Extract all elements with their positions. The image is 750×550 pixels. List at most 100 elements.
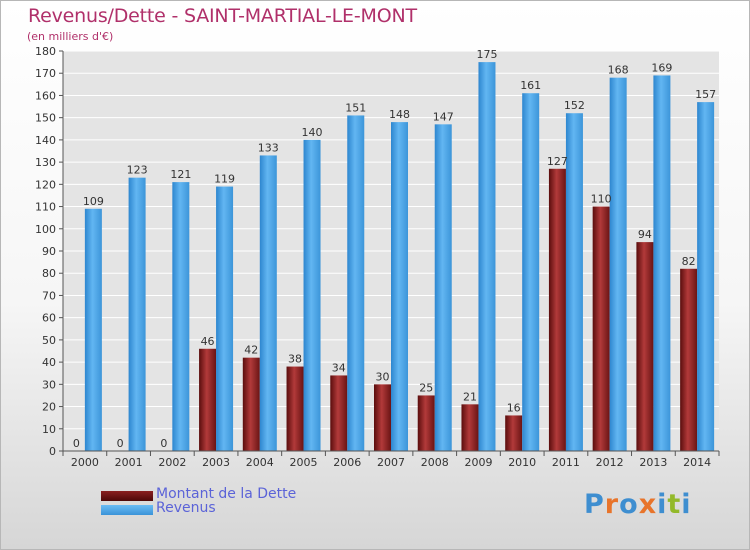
- y-tick-label: 110: [35, 201, 56, 214]
- y-axis: 0 10 20 30 40 50 60 70 80 90 100 110 120 130 140 150 160…: [35, 45, 64, 458]
- data-label-dette: 34: [332, 361, 346, 374]
- logo-letter: x: [638, 489, 658, 520]
- bar-revenus: [391, 122, 408, 451]
- bar-revenus: [653, 75, 671, 451]
- y-tick-label: 150: [35, 112, 56, 125]
- x-tick-label: 2014: [683, 456, 711, 469]
- data-label-dette: 38: [288, 353, 302, 366]
- data-label-dette: 0: [160, 437, 167, 450]
- bar-revenus: [609, 77, 627, 452]
- x-axis: 2000 2001 2002 2003 2004 2005 2006 2007 2008 2009…: [62, 450, 720, 469]
- data-label-dette: 82: [682, 255, 696, 268]
- legend-swatch-dette: [101, 491, 153, 501]
- x-tick-label: 2012: [596, 456, 624, 469]
- y-tick-label: 90: [42, 245, 56, 258]
- x-tick-label: 2011: [552, 456, 580, 469]
- y-tick-label: 30: [42, 378, 56, 391]
- bar-dette: [592, 206, 610, 451]
- x-tick-label: 2000: [71, 456, 99, 469]
- data-label-revenus: 157: [695, 88, 716, 101]
- y-tick-label: 60: [42, 312, 56, 325]
- bar-dette: [199, 348, 217, 451]
- data-label-dette: 16: [507, 401, 521, 414]
- bar-revenus: [128, 177, 146, 451]
- bar-revenus: [697, 102, 715, 451]
- bar-revenus: [259, 155, 277, 451]
- y-tick-label: 10: [42, 423, 56, 436]
- y-tick-label: 40: [42, 356, 56, 369]
- data-label-revenus: 151: [345, 101, 366, 114]
- x-tick-label: 2003: [202, 456, 230, 469]
- bar-dette: [680, 268, 698, 451]
- data-label-dette: 127: [547, 155, 568, 168]
- data-label-dette: 30: [376, 370, 390, 383]
- y-tick-label: 70: [42, 289, 56, 302]
- y-tick-label: 20: [42, 401, 56, 414]
- y-tick-label: 160: [35, 89, 56, 102]
- bar-dette: [461, 404, 479, 451]
- data-label-dette: 110: [591, 193, 612, 206]
- logo-letter: i: [657, 489, 668, 520]
- logo-letter: o: [619, 489, 639, 520]
- data-label-revenus: 175: [476, 48, 497, 61]
- data-label-revenus: 123: [127, 164, 148, 177]
- y-tick-label: 170: [35, 67, 56, 80]
- bar-revenus: [565, 113, 583, 451]
- chart-title: Revenus/Dette - SAINT-MARTIAL-LE-MONT: [28, 5, 417, 27]
- legend-label-revenus: Revenus: [156, 500, 216, 516]
- bar-revenus: [347, 115, 365, 451]
- y-tick-label: 120: [35, 178, 56, 191]
- y-tick-label: 0: [49, 445, 56, 458]
- legend-label-dette: Montant de la Dette: [156, 486, 297, 502]
- data-label-dette: 0: [73, 437, 80, 450]
- bar-dette: [636, 242, 654, 451]
- data-label-dette: 21: [463, 390, 477, 403]
- bar-dette: [374, 384, 391, 451]
- legend-swatch-revenus: [101, 505, 153, 515]
- bar-dette: [417, 395, 435, 451]
- data-label-revenus: 121: [170, 168, 191, 181]
- logo-letter: i: [681, 489, 692, 520]
- bar-revenus: [84, 208, 102, 451]
- bar-revenus: [172, 182, 190, 451]
- data-label-revenus: 161: [520, 79, 541, 92]
- x-tick-label: 2004: [246, 456, 274, 469]
- y-tick-label: 100: [35, 223, 56, 236]
- x-tick-label: 2009: [464, 456, 492, 469]
- x-tick-label: 2001: [115, 456, 143, 469]
- proxiti-logo: Proxiti: [584, 489, 692, 520]
- x-tick-label: 2007: [377, 456, 405, 469]
- data-label-dette: 0: [117, 437, 124, 450]
- bar-dette: [286, 366, 304, 451]
- x-tick-label: 2013: [639, 456, 667, 469]
- bar-revenus: [478, 62, 496, 451]
- y-tick-label: 50: [42, 334, 56, 347]
- y-tick-label: 140: [35, 134, 56, 147]
- x-tick-label: 2005: [290, 456, 318, 469]
- logo-letter: P: [584, 489, 605, 520]
- bar-revenus: [303, 139, 321, 451]
- bar-dette: [505, 415, 523, 451]
- data-label-revenus: 169: [651, 61, 672, 74]
- data-label-revenus: 168: [608, 64, 629, 77]
- data-label-revenus: 133: [258, 141, 279, 154]
- y-tick-label: 80: [42, 267, 56, 280]
- bar-dette: [548, 168, 566, 451]
- x-tick-label: 2008: [421, 456, 449, 469]
- data-label-revenus: 147: [433, 110, 454, 123]
- data-label-revenus: 119: [214, 173, 235, 186]
- logo-letter: r: [604, 489, 620, 520]
- bar-dette: [330, 375, 348, 451]
- data-label-revenus: 152: [564, 99, 585, 112]
- data-label-dette: 46: [201, 335, 215, 348]
- bar-revenus: [216, 186, 234, 452]
- x-tick-label: 2006: [333, 456, 361, 469]
- data-labels: 0 109 0 123 0 121 46 119 42 133 38 140 34 151 30 148 25 1…: [73, 48, 716, 450]
- data-label-dette: 42: [244, 344, 258, 357]
- x-tick-label: 2002: [158, 456, 186, 469]
- data-label-revenus: 148: [389, 108, 410, 121]
- data-label-dette: 25: [419, 381, 433, 394]
- logo-letter: t: [667, 489, 682, 520]
